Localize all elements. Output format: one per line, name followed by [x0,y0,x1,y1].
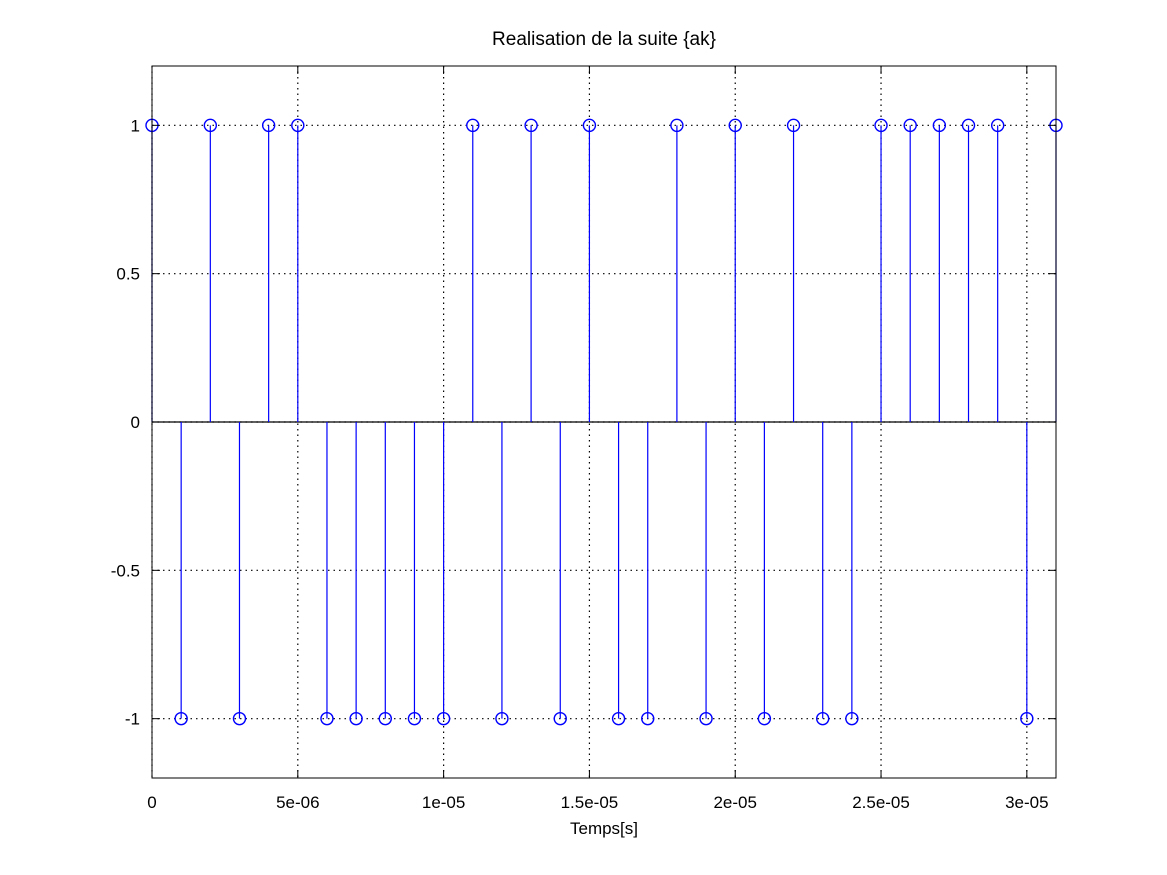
stem-marker [903,118,917,133]
x-tick-label: 5e-06 [276,793,319,812]
x-tick-label: 0 [147,793,156,812]
y-tick-label: 1 [131,116,140,135]
stem-marker [874,118,888,133]
stem-marker [582,118,597,133]
stem-marker [261,118,276,133]
stem-marker [990,118,1005,133]
x-tick-label: 2.5e-05 [852,793,910,812]
stem-marker [495,711,509,726]
stem-marker [641,711,655,726]
x-tick-label: 2e-05 [713,793,756,812]
stem-marker [728,118,742,133]
stem-marker [1020,711,1034,726]
stem-marker [378,711,392,726]
ticks-layer [151,66,1056,778]
stem-marker [349,711,363,726]
stem-marker [932,118,947,133]
stems-layer [151,125,1057,719]
stem-marker [845,711,859,726]
stem-marker [757,711,772,726]
stem-marker [553,711,567,726]
y-tick-labels: -1 -0.5 0 0.5 1 [111,116,140,728]
stem-marker [466,118,480,133]
stem-marker [203,118,218,133]
stem-marker [816,711,830,726]
x-axis-label: Temps[s] [570,819,638,838]
stem-marker [291,118,305,133]
stem-marker [786,118,801,133]
stem-marker [961,118,976,133]
x-tick-labels: 0 5e-06 1e-05 1.5e-05 2e-05 2.5e-05 3e-05 [147,793,1048,812]
stem-marker [174,711,188,726]
stem-marker [436,711,451,726]
y-tick-label: -1 [125,710,140,729]
stem-marker [611,711,626,726]
stem-marker [524,118,538,133]
stem-marker [232,711,247,726]
y-tick-label: -0.5 [111,561,140,580]
x-tick-label: 1e-05 [422,793,465,812]
x-tick-label: 3e-05 [1005,793,1048,812]
markers-layer [145,118,1063,726]
y-tick-label: 0.5 [116,265,140,284]
chart-title: Realisation de la suite {ak} [492,29,716,50]
stem-marker [699,711,713,726]
stem-marker [670,118,684,133]
stem-marker [407,711,422,726]
y-tick-label: 0 [131,413,140,432]
x-tick-label: 1.5e-05 [561,793,619,812]
stem-marker [320,711,334,726]
